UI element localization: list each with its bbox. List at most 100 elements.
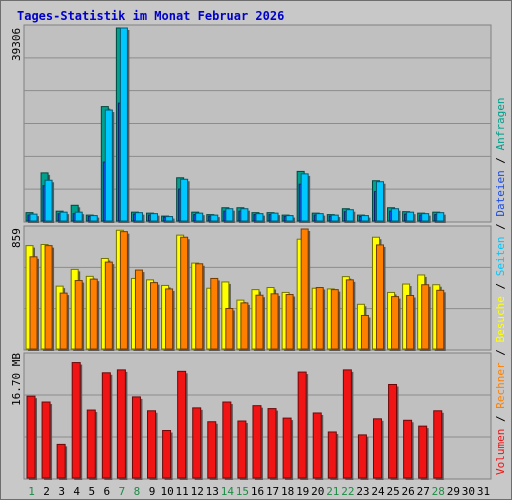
bar-volumen-9 xyxy=(147,410,157,479)
bar-seiten-5 xyxy=(89,215,98,222)
bar-rechner-5 xyxy=(89,278,98,350)
bar-rechner-13 xyxy=(210,277,219,350)
bar-rechner-21 xyxy=(330,289,339,350)
y-max-label-middle: 859 xyxy=(10,228,23,248)
x-tick-label: 17 xyxy=(266,485,279,498)
bar-seiten-6 xyxy=(104,109,113,222)
bar-seiten-26 xyxy=(406,211,415,222)
legend-separator: / xyxy=(494,150,507,170)
bar-rechner-19 xyxy=(300,228,309,350)
x-tick-label: 21 xyxy=(326,485,339,498)
x-tick-label: 22 xyxy=(341,485,354,498)
x-tick-label: 4 xyxy=(73,485,80,498)
bar-rechner-23 xyxy=(360,314,369,350)
x-axis-tick-labels: 1 2 3 4 5 6 7 8 9 10 11 12 13 14 15 16 17 18 19 20 21 22 23 24 2… xyxy=(28,485,490,498)
bar-volumen-12 xyxy=(192,407,202,479)
x-tick-label: 9 xyxy=(149,485,156,498)
bar-seiten-23 xyxy=(360,215,369,222)
bar-seiten-2 xyxy=(44,179,53,222)
bar-rechner-8 xyxy=(134,269,143,350)
bar-seiten-21 xyxy=(330,214,339,222)
x-tick-label: 6 xyxy=(104,485,111,498)
bar-rechner-28 xyxy=(436,289,445,350)
x-tick-label: 18 xyxy=(281,485,294,498)
bar-rechner-17 xyxy=(270,293,279,350)
legend-separator: / xyxy=(494,276,507,296)
bar-rechner-16 xyxy=(255,294,264,350)
bar-rechner-15 xyxy=(240,302,249,350)
legend-separator: / xyxy=(494,217,507,237)
bar-rechner-11 xyxy=(180,236,189,350)
bar-volumen-6 xyxy=(101,372,111,479)
chart-title: Tages-Statistik im Monat Februar 2026 xyxy=(17,9,284,23)
bar-volumen-22 xyxy=(342,369,352,479)
bar-rechner-7 xyxy=(119,231,128,350)
bar-rechner-10 xyxy=(165,288,174,350)
x-tick-label: 8 xyxy=(134,485,141,498)
legend-item-seiten: Seiten xyxy=(494,237,507,277)
bar-volumen-10 xyxy=(162,430,172,479)
bar-seiten-9 xyxy=(150,213,159,222)
bar-seiten-16 xyxy=(255,213,264,222)
bar-volumen-4 xyxy=(71,362,81,479)
bar-volumen-27 xyxy=(418,425,428,479)
bar-seiten-13 xyxy=(210,214,219,222)
bar-rechner-20 xyxy=(315,287,324,350)
bar-seiten-12 xyxy=(195,212,204,222)
x-tick-label: 23 xyxy=(356,485,369,498)
bar-seiten-11 xyxy=(180,178,189,222)
bar-volumen-23 xyxy=(357,434,367,479)
bar-volumen-8 xyxy=(131,396,141,479)
x-tick-label: 24 xyxy=(371,485,385,498)
bar-volumen-17 xyxy=(267,408,277,479)
x-tick-label: 14 xyxy=(221,485,235,498)
bar-rechner-22 xyxy=(345,279,354,350)
x-tick-label: 15 xyxy=(236,485,249,498)
chart-legend: Volumen / Rechner / Besuche / Seiten / D… xyxy=(494,97,507,475)
bar-rechner-3 xyxy=(59,292,68,350)
bar-volumen-19 xyxy=(297,371,307,479)
bar-rechner-25 xyxy=(391,296,400,350)
bar-seiten-10 xyxy=(165,216,174,222)
bar-rechner-14 xyxy=(225,307,234,350)
legend-item-anfragen: Anfragen xyxy=(494,97,507,150)
bar-seiten-20 xyxy=(315,213,324,222)
plot-panel-bottom xyxy=(23,352,492,480)
bar-volumen-16 xyxy=(252,405,262,479)
bar-rechner-4 xyxy=(74,280,83,350)
bar-seiten-24 xyxy=(375,181,384,222)
bar-rechner-2 xyxy=(44,245,53,350)
bar-volumen-7 xyxy=(116,369,126,479)
x-tick-label: 27 xyxy=(417,485,430,498)
x-tick-label: 31 xyxy=(477,485,490,498)
bar-rechner-24 xyxy=(375,244,384,350)
bar-rechner-6 xyxy=(104,261,113,350)
bar-volumen-1 xyxy=(26,395,36,479)
bar-volumen-26 xyxy=(403,419,413,479)
bar-seiten-19 xyxy=(300,173,309,222)
bar-rechner-27 xyxy=(421,284,430,350)
bar-volumen-11 xyxy=(177,370,187,479)
x-tick-label: 7 xyxy=(119,485,126,498)
bar-seiten-28 xyxy=(436,212,445,222)
bar-seiten-8 xyxy=(134,212,143,222)
bar-rechner-1 xyxy=(29,256,38,350)
x-tick-label: 11 xyxy=(176,485,189,498)
bar-rechner-9 xyxy=(150,282,159,350)
legend-separator: / xyxy=(494,343,507,363)
legend-item-volumen: Volumen xyxy=(494,429,507,475)
x-tick-label: 16 xyxy=(251,485,264,498)
x-tick-label: 2 xyxy=(43,485,50,498)
bar-seiten-14 xyxy=(225,208,234,222)
x-tick-label: 29 xyxy=(447,485,460,498)
plot-panel-top xyxy=(23,24,492,223)
bar-seiten-18 xyxy=(285,215,294,222)
bar-seiten-15 xyxy=(240,208,249,222)
bar-seiten-7 xyxy=(119,27,128,222)
x-tick-label: 19 xyxy=(296,485,309,498)
x-tick-label: 5 xyxy=(88,485,95,498)
bar-volumen-25 xyxy=(388,383,398,479)
x-tick-label: 30 xyxy=(462,485,475,498)
legend-separator: / xyxy=(494,409,507,429)
